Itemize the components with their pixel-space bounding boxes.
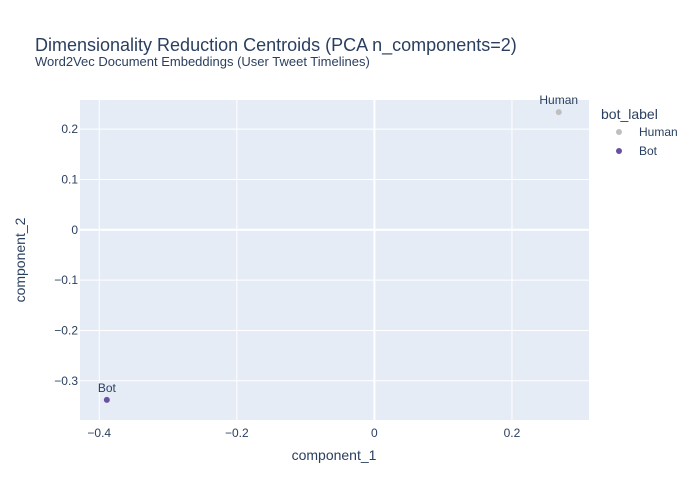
- data-points: Human Bot: [98, 93, 578, 403]
- gridlines: [80, 100, 589, 420]
- y-axis-ticks: −0.3 −0.2 −0.1 0 0.1 0.2: [54, 122, 78, 388]
- chart-title: Dimensionality Reduction Centroids (PCA …: [35, 35, 517, 56]
- point-bot[interactable]: [103, 396, 110, 403]
- legend-item-human[interactable]: Human: [639, 125, 678, 139]
- x-tick-label: 0: [371, 426, 378, 440]
- x-tick-label: −0.2: [225, 426, 249, 440]
- y-tick-label: 0: [71, 223, 78, 237]
- legend-item-bot[interactable]: Bot: [639, 144, 658, 158]
- x-tick-label: −0.4: [87, 426, 111, 440]
- plot-area: [80, 100, 589, 420]
- chart-subtitle: Word2Vec Document Embeddings (User Tweet…: [35, 54, 370, 69]
- point-human[interactable]: [555, 109, 562, 116]
- legend-marker-human: [616, 129, 622, 135]
- y-tick-label: 0.2: [61, 122, 78, 136]
- y-tick-label: 0.1: [61, 172, 78, 186]
- point-label-bot: Bot: [98, 381, 117, 395]
- x-tick-label: 0.2: [504, 426, 521, 440]
- point-label-human: Human: [539, 93, 578, 107]
- x-axis-ticks: −0.4 −0.2 0 0.2: [87, 426, 520, 440]
- x-axis-title: component_1: [292, 447, 377, 463]
- y-tick-label: −0.1: [54, 273, 78, 287]
- y-tick-label: −0.3: [54, 374, 78, 388]
- y-axis-title: component_2: [12, 217, 28, 302]
- legend-title: bot_label: [601, 106, 658, 122]
- y-tick-label: −0.2: [54, 323, 78, 337]
- legend-marker-bot: [616, 148, 622, 154]
- legend: bot_label Human Bot: [601, 106, 678, 158]
